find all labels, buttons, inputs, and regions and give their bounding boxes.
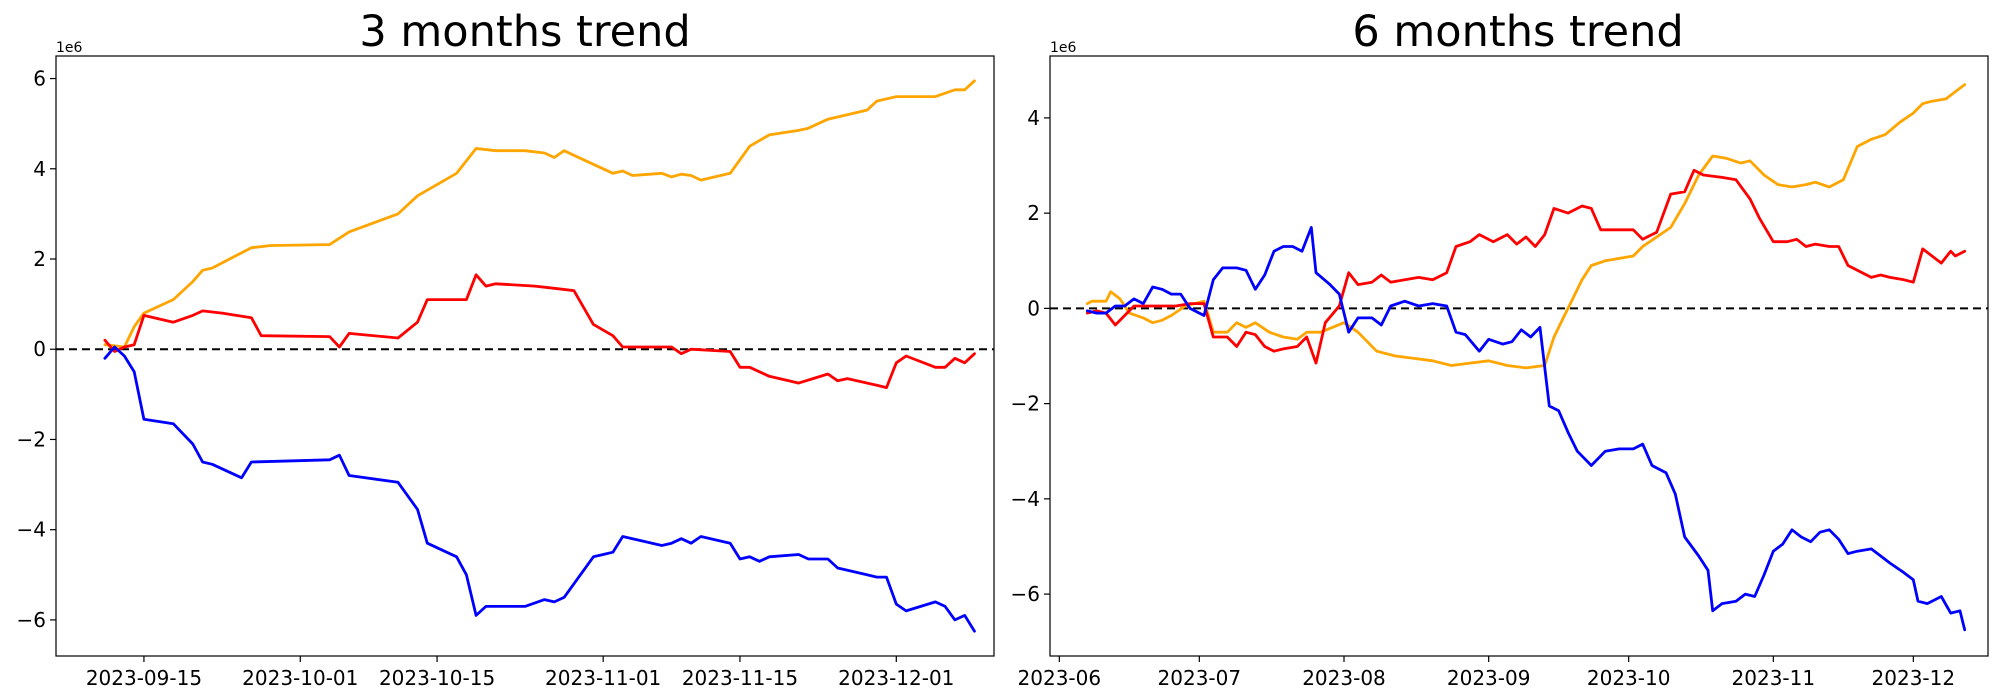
y-tick-label: 4 — [33, 157, 46, 181]
y-tick-label: −6 — [1011, 582, 1040, 606]
x-tick-label: 2023-08 — [1302, 666, 1386, 690]
series-line-2 — [1085, 168, 1967, 365]
chart-6-months: 6 months trend 1e6 −6 −4 −2 0 2 4 2023-06 2023-… — [1011, 7, 1989, 690]
y-tick-label: 0 — [1027, 296, 1040, 320]
x-tick-label: 2023-12 — [1872, 666, 1956, 690]
x-tick-label: 2023-07 — [1158, 666, 1242, 690]
axes-frame — [55, 55, 995, 657]
x-tick-label: 2023-10-15 — [379, 666, 495, 690]
x-tick-label: 2023-11-15 — [682, 666, 798, 690]
series-line-3 — [1085, 226, 1967, 632]
chart-title: 6 months trend — [1352, 7, 1683, 57]
series-line-2 — [103, 273, 976, 389]
y-tick-label: 2 — [33, 247, 46, 271]
y-tick-label: 0 — [33, 337, 46, 361]
series-line-1 — [1085, 83, 1967, 370]
plot-area: −6 −4 −2 0 2 4 2023-06 2023-07 2023-08 2023-09 202… — [1011, 55, 1989, 690]
series-line-1 — [103, 79, 976, 349]
x-tick-label: 2023-10 — [1587, 666, 1671, 690]
x-tick-label: 2023-11 — [1732, 666, 1816, 690]
plot-area: −6 −4 −2 0 2 4 6 2023-09-15 2023-10-01 2023-10-15… — [17, 55, 995, 690]
y-tick-label: −2 — [1011, 392, 1040, 416]
chart-3-months: 3 months trend 1e6 −6 −4 −2 0 2 4 6 2023-09-15 2… — [17, 7, 995, 690]
y-tick-label: 4 — [1027, 106, 1040, 130]
x-tick-label: 2023-12-01 — [838, 666, 954, 690]
y-tick-label: −2 — [17, 427, 46, 451]
y-tick-label: 6 — [33, 67, 46, 91]
x-tick-label: 2023-10-01 — [242, 666, 358, 690]
y-offset-label: 1e6 — [56, 40, 83, 56]
y-tick-label: −4 — [1011, 487, 1040, 511]
y-tick-label: −6 — [17, 608, 46, 632]
axes-frame — [1049, 55, 1989, 657]
x-tick-label: 2023-09-15 — [86, 666, 202, 690]
x-tick-label: 2023-09 — [1447, 666, 1531, 690]
series-line-3 — [103, 345, 976, 633]
chart-title: 3 months trend — [359, 7, 690, 57]
y-tick-label: 2 — [1027, 201, 1040, 225]
y-tick-label: −4 — [17, 518, 46, 542]
x-tick-label: 2023-11-01 — [545, 666, 661, 690]
y-offset-label: 1e6 — [1050, 40, 1077, 56]
x-tick-label: 2023-06 — [1018, 666, 1102, 690]
